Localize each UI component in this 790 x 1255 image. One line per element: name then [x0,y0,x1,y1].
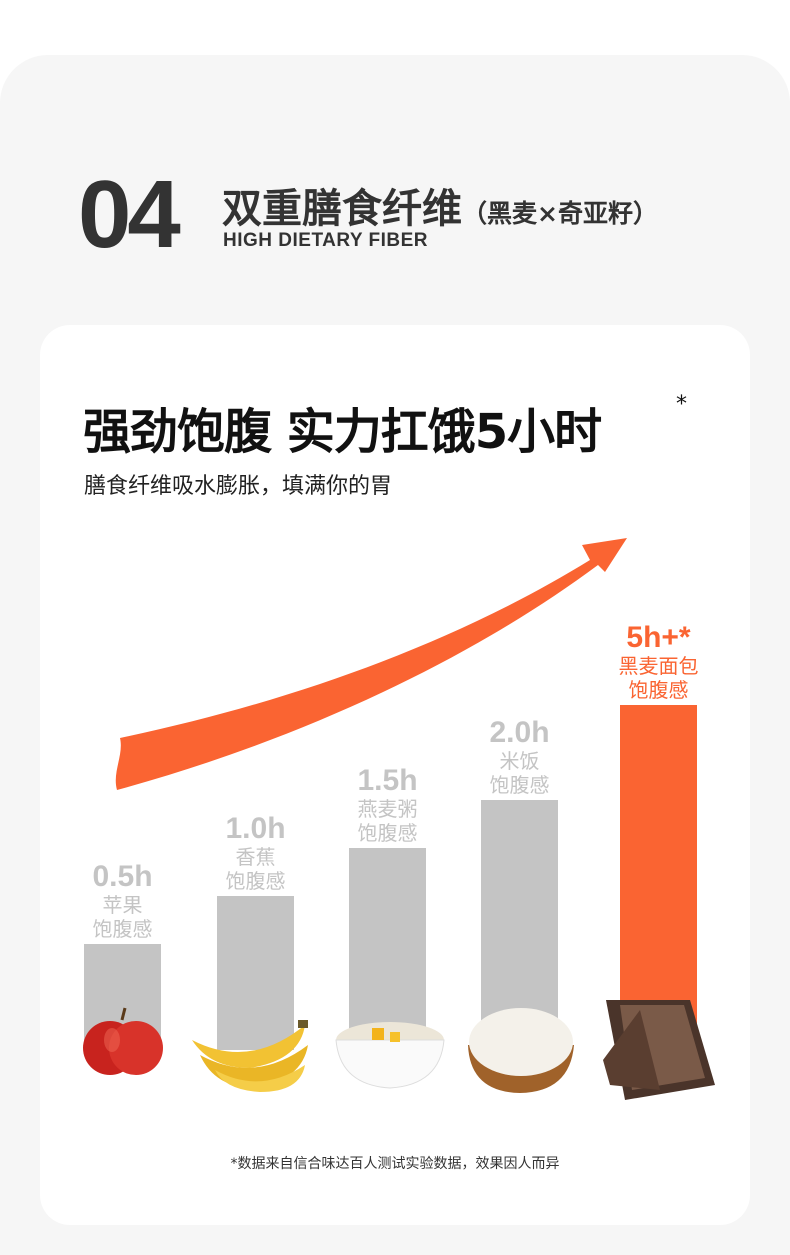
bar-category-label: 燕麦粥 [358,797,418,821]
bar-category-label: 饱腹感 [629,678,689,702]
rice-bowl-icon [468,1008,574,1093]
bar-value-label: 5h+* [626,621,691,654]
apple-icon [83,1007,163,1075]
section-number: 04 [78,161,181,268]
section-title-note: （黑麦×奇亚籽） [462,199,658,228]
bar-category-label: 黑麦面包 [619,654,699,678]
card-title: 强劲饱腹 实力扛饿5小时 [83,404,602,460]
card-subtitle: 膳食纤维吸水膨胀，填满你的胃 [84,474,393,499]
bar-category-label: 饱腹感 [358,821,418,845]
bar-category-label: 苹果 [103,893,143,917]
bar-category-label: 香蕉 [236,845,276,869]
footnote: *数据来自信合味达百人测试实验数据，效果因人而异 [230,1156,560,1172]
bar-value-label: 1.5h [357,764,417,797]
trend-arrow [115,538,627,790]
bar-value-label: 2.0h [489,716,549,749]
bar-value-label: 0.5h [92,860,152,893]
section-title: 双重膳食纤维（黑麦×奇亚籽） [222,176,658,234]
section-subtitle: HIGH DIETARY FIBER [223,230,428,251]
rye-bread-icon [603,1000,715,1100]
bar-3 [349,848,426,1050]
section-title-main: 双重膳食纤维 [222,186,462,232]
bar-category-label: 饱腹感 [226,869,286,893]
oatmeal-bowl-icon [335,1022,445,1089]
banana-icon [192,1020,308,1092]
bar-value-label: 1.0h [225,812,285,845]
card-title-mark: * [676,392,687,417]
bar-category-label: 饱腹感 [490,773,550,797]
bar-5 [620,705,697,1050]
bar-2 [217,896,294,1050]
bar-category-label: 米饭 [500,749,540,773]
bar-category-label: 饱腹感 [93,917,153,941]
